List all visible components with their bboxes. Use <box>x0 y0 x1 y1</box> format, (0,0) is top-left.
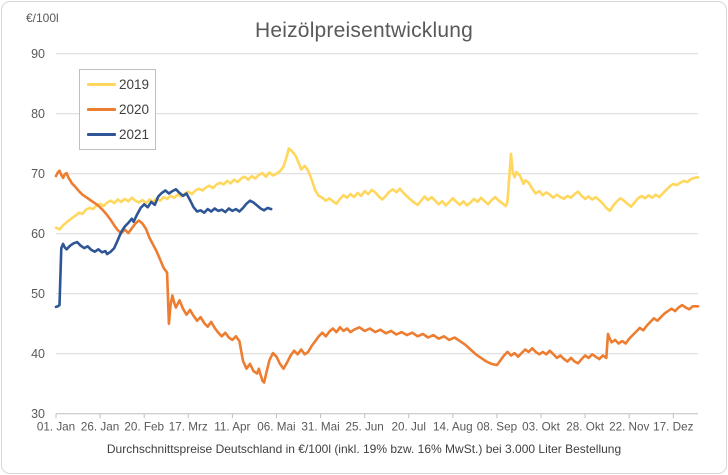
x-tick-label: 08. Sep <box>477 421 518 434</box>
y-tick-label: 70 <box>31 167 45 181</box>
legend-label: 2019 <box>119 77 150 92</box>
legend-item-2021: 2021 <box>87 127 155 142</box>
legend: 2019 2020 2021 <box>79 69 156 150</box>
series-line-2021 <box>54 188 273 309</box>
y-axis-unit-label: €/100l <box>26 11 59 25</box>
y-tick-label: 90 <box>31 47 45 61</box>
legend-label: 2020 <box>119 102 150 117</box>
legend-swatch-2021 <box>87 133 116 136</box>
x-tick-label: 26. Jan <box>81 421 119 434</box>
x-tick-label: 31. Mai <box>301 421 339 434</box>
x-tick-label: 20. Feb <box>124 421 164 434</box>
x-tick-label: 28. Okt <box>566 421 604 434</box>
x-tick-label: 17. Dez <box>653 421 693 434</box>
legend-swatch-2019 <box>87 83 116 86</box>
x-tick-label: 22. Nov <box>609 421 649 434</box>
chart-caption: Durchschnittspreise Deutschland in €/100… <box>106 442 622 456</box>
legend-swatch-2020 <box>87 108 116 111</box>
legend-label: 2021 <box>119 127 150 142</box>
y-tick-label: 50 <box>31 287 45 301</box>
x-tick-label: 11. Apr <box>214 421 250 434</box>
series-line-2019 <box>54 147 700 231</box>
y-tick-label: 60 <box>31 227 45 241</box>
legend-item-2019: 2019 <box>87 77 155 92</box>
legend-item-2020: 2020 <box>87 102 155 117</box>
series-line-2020 <box>54 169 700 384</box>
x-tick-label: 17. Mrz <box>169 421 208 434</box>
x-tick-label: 01. Jan <box>37 421 75 434</box>
x-tick-label: 14. Aug <box>433 421 473 434</box>
y-tick-label: 30 <box>31 407 45 421</box>
chart-title: Heizölpreisentwicklung <box>255 19 473 42</box>
x-tick-label: 03. Okt <box>522 421 560 434</box>
y-tick-label: 40 <box>31 347 45 361</box>
x-tick-label: 20. Jul <box>392 421 426 434</box>
y-tick-label: 80 <box>31 107 45 121</box>
x-tick-label: 25. Jun <box>345 421 383 434</box>
x-tick-label: 06. Mai <box>257 421 295 434</box>
